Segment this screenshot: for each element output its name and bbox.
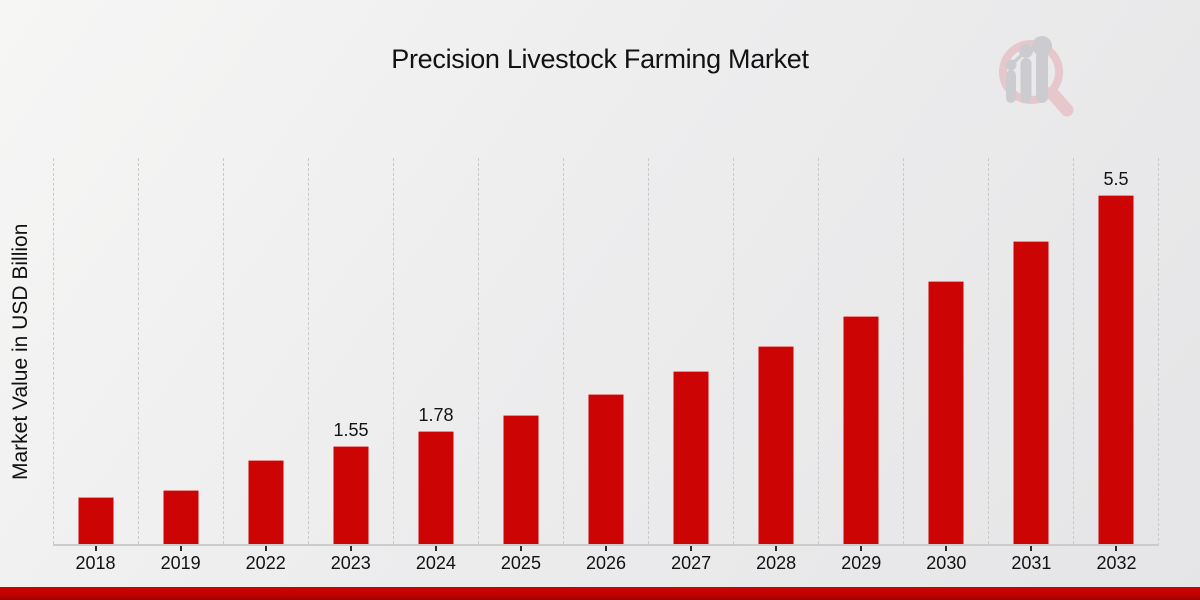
bar-2024: [418, 431, 454, 544]
x-axis-cell-2023: 2023: [308, 546, 393, 576]
x-tick-label-2026: 2026: [585, 553, 627, 573]
x-axis-tick-2023: [349, 546, 352, 551]
x-axis-cell-2019: 2019: [138, 546, 223, 576]
plot-area: 1.55 1.78 5.5: [53, 158, 1159, 546]
x-tick-label-2025: 2025: [500, 553, 541, 573]
x-axis-tick-2024: [434, 546, 437, 551]
x-axis-cell-2026: 2026: [563, 546, 648, 576]
x-axis-cell-2031: 2031: [989, 546, 1074, 576]
x-tick-label-2028: 2028: [756, 553, 797, 573]
plot-cell-2029: [818, 158, 903, 544]
x-tick-label-2027: 2027: [671, 553, 712, 573]
plot-cell-2032: 5.5: [1073, 158, 1158, 544]
bar-2023: [333, 445, 369, 544]
bar-2026: [588, 394, 624, 544]
plot-cell-2025: [478, 158, 563, 544]
y-axis-label: Market Value in USD Billion: [9, 223, 32, 481]
x-tick-label-2024: 2024: [415, 553, 456, 573]
x-axis-tick-2018: [94, 546, 97, 551]
plot-cell-2024: 1.78: [393, 158, 478, 544]
x-tick-label-2030: 2030: [926, 553, 967, 573]
footer-accent-bar: [0, 587, 1200, 600]
x-axis-labels: 2018 2019 2022 2023 2024 2025 2026 2027 2028 2029…: [53, 546, 1159, 576]
plot-cell-2022: [223, 158, 308, 544]
logo-bar-small: [1006, 70, 1016, 103]
x-axis-tick-2019: [179, 546, 182, 551]
x-axis-cell-2028: 2028: [734, 546, 819, 576]
x-tick-label-2032: 2032: [1096, 553, 1137, 573]
bar-2019: [163, 490, 199, 544]
x-axis-cell-2024: 2024: [393, 546, 478, 576]
logo-node-medium: [1019, 44, 1033, 58]
bar-2022: [248, 459, 284, 544]
x-axis-cell-2032: 2032: [1074, 546, 1159, 576]
logo-node-large: [1032, 36, 1052, 56]
plot-cell-2030: [903, 158, 988, 544]
bar-value-label-2023: 1.55: [333, 419, 369, 440]
bar-2029: [843, 316, 879, 544]
x-axis-tick-2026: [605, 546, 607, 551]
plot-cell-2026: [563, 158, 648, 544]
plot-cell-2028: [733, 158, 818, 544]
x-axis-tick-2031: [1030, 546, 1033, 551]
logo-magnifier-ring: [999, 40, 1063, 104]
chart-title: Precision Livestock Farming Market: [391, 44, 809, 74]
plot-cell-2023: 1.55: [308, 158, 393, 544]
plot-cell-2018: [53, 158, 138, 544]
x-axis-cell-2025: 2025: [478, 546, 563, 576]
logo-bar-large: [1036, 51, 1048, 103]
plot-cell-2019: [138, 158, 223, 544]
x-axis-tick-2022: [264, 546, 267, 551]
logo-magnifier-handle: [1045, 86, 1074, 117]
bar-2018: [78, 497, 114, 544]
magnifier-bar-chart-logo-icon: [999, 36, 1074, 117]
x-axis-cell-2027: 2027: [649, 546, 734, 576]
x-tick-label-2022: 2022: [245, 553, 286, 573]
x-axis-cell-2029: 2029: [819, 546, 904, 576]
x-axis-tick-2030: [945, 546, 948, 551]
bar-2031: [1013, 240, 1049, 544]
x-tick-label-2019: 2019: [160, 553, 201, 573]
bar-2027: [673, 371, 709, 544]
logo-bar-medium: [1020, 58, 1032, 103]
x-tick-label-2018: 2018: [75, 553, 116, 573]
bar-2032: [1098, 194, 1134, 544]
x-axis-tick-2027: [690, 546, 693, 551]
x-tick-label-2023: 2023: [330, 553, 371, 573]
bar-value-label-2032: 5.5: [1103, 168, 1129, 189]
x-axis-tick-2025: [519, 546, 522, 551]
x-axis-cell-2022: 2022: [223, 546, 308, 576]
bar-2025: [503, 414, 539, 544]
logo-node-small: [1005, 59, 1017, 71]
x-tick-label-2031: 2031: [1011, 553, 1052, 573]
x-axis-cell-2018: 2018: [53, 546, 138, 576]
x-axis-tick-2032: [1115, 546, 1118, 551]
x-tick-label-2029: 2029: [841, 553, 882, 573]
x-axis-tick-2028: [775, 546, 778, 551]
plot-cell-2031: [988, 158, 1073, 544]
plot-cell-2027: [648, 158, 733, 544]
x-axis-tick-2029: [860, 546, 863, 551]
bar-value-label-2024: 1.78: [418, 405, 454, 425]
bar-2028: [758, 345, 794, 544]
x-axis-cell-2030: 2030: [904, 546, 989, 576]
bar-2030: [928, 280, 964, 544]
